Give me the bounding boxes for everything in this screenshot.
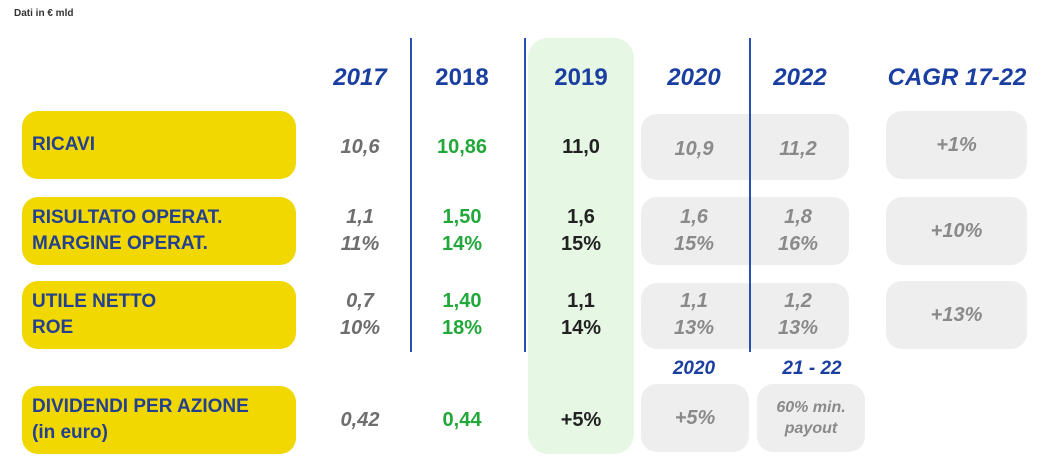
header-2019: 2019 bbox=[554, 64, 608, 91]
utile-cagr: +13% bbox=[930, 303, 983, 326]
dividendi-21-22: 60% min. payout bbox=[776, 399, 846, 437]
subheader-21-22: 21 - 22 bbox=[782, 358, 842, 379]
forecast-box-utile bbox=[641, 283, 849, 349]
dividendi-2020: +5% bbox=[674, 406, 716, 429]
forecast-box-div-2122 bbox=[757, 384, 865, 452]
header-2018: 2018 bbox=[435, 64, 489, 91]
utile-2022: 1,2 13% bbox=[777, 290, 819, 339]
divider-line-2 bbox=[524, 38, 526, 352]
divider-line-1 bbox=[410, 38, 412, 352]
risultato-2019: 1,6 15% bbox=[560, 206, 602, 255]
highlight-column-2019 bbox=[528, 38, 634, 454]
dividendi-2017: 0,42 bbox=[340, 408, 380, 431]
row-label-risultato: RISULTATO OPERAT. MARGINE OPERAT. bbox=[22, 197, 296, 265]
dividendi-2018: 0,44 bbox=[442, 408, 482, 431]
cagr-box-risultato bbox=[886, 197, 1027, 265]
forecast-box-risultato bbox=[641, 197, 849, 265]
risultato-cagr: +10% bbox=[930, 219, 983, 242]
ricavi-2018: 10,86 bbox=[436, 135, 488, 158]
label-ricavi: RICAVI bbox=[32, 134, 95, 155]
dividendi-2019: +5% bbox=[560, 408, 602, 431]
utile-2020: 1,1 13% bbox=[673, 290, 715, 339]
label-roe: ROE bbox=[32, 317, 74, 338]
cagr-box-utile bbox=[886, 281, 1027, 349]
header-2017: 2017 bbox=[333, 64, 387, 91]
header-cagr: CAGR 17-22 bbox=[887, 64, 1027, 91]
divider-line-3 bbox=[749, 38, 751, 352]
ricavi-2017: 10,6 bbox=[340, 135, 380, 158]
utile-2018: 1,40 18% bbox=[441, 290, 483, 339]
risultato-2022: 1,8 16% bbox=[777, 206, 819, 255]
ricavi-2020: 10,9 bbox=[674, 137, 714, 160]
risultato-2020: 1,6 15% bbox=[673, 206, 715, 255]
ricavi-2019: 11,0 bbox=[562, 135, 600, 158]
units-note: Dati in € mld bbox=[14, 8, 74, 19]
label-dividendi: DIVIDENDI PER AZIONE bbox=[32, 396, 249, 417]
header-2020: 2020 bbox=[667, 64, 721, 91]
label-margine-operat: MARGINE OPERAT. bbox=[32, 233, 208, 254]
ricavi-cagr: +1% bbox=[936, 133, 977, 156]
row-label-ricavi: RICAVI bbox=[22, 111, 296, 179]
header-2022: 2022 bbox=[773, 64, 827, 91]
ricavi-2022: 11,2 bbox=[779, 137, 817, 160]
label-utile-netto: UTILE NETTO bbox=[32, 291, 157, 312]
label-in-euro: (in euro) bbox=[32, 422, 108, 443]
utile-2017: 0,7 10% bbox=[339, 290, 381, 339]
cagr-box-ricavi bbox=[886, 111, 1027, 179]
risultato-2017: 1,1 11% bbox=[340, 206, 380, 255]
risultato-2018: 1,50 14% bbox=[441, 206, 483, 255]
subheader-2020: 2020 bbox=[672, 358, 716, 379]
label-risultato-operat: RISULTATO OPERAT. bbox=[32, 207, 223, 228]
forecast-box-div-2020 bbox=[641, 384, 749, 452]
forecast-box-ricavi bbox=[641, 114, 849, 180]
row-label-dividendi: DIVIDENDI PER AZIONE (in euro) bbox=[22, 386, 296, 454]
row-label-utile: UTILE NETTO ROE bbox=[22, 281, 296, 349]
utile-2019: 1,1 14% bbox=[560, 290, 602, 339]
